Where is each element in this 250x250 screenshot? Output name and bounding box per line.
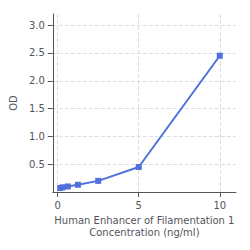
svg-text:2.5: 2.5 bbox=[29, 47, 45, 58]
svg-text:0: 0 bbox=[54, 200, 60, 211]
svg-text:Human Enhancer of Filamentatio: Human Enhancer of Filamentation 1 bbox=[54, 215, 234, 226]
svg-text:3.0: 3.0 bbox=[29, 20, 45, 31]
svg-text:Concentration (ng/ml): Concentration (ng/ml) bbox=[89, 227, 199, 238]
svg-text:2.0: 2.0 bbox=[29, 75, 45, 86]
svg-text:1.0: 1.0 bbox=[29, 131, 45, 142]
svg-text:0.5: 0.5 bbox=[29, 159, 45, 170]
svg-text:5: 5 bbox=[136, 200, 142, 211]
svg-text:10: 10 bbox=[213, 200, 226, 211]
svg-text:1.5: 1.5 bbox=[29, 103, 45, 114]
svg-text:OD: OD bbox=[8, 95, 19, 111]
